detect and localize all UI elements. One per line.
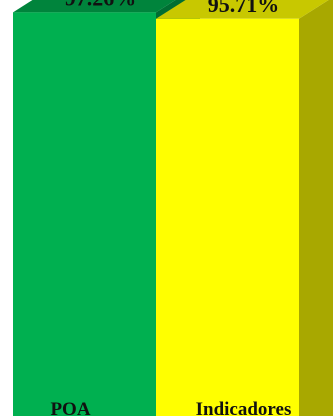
value-label-0: 97.26% bbox=[65, 0, 137, 10]
category-labels-group: POA Indicadores bbox=[50, 399, 291, 416]
bar-0-front-face bbox=[13, 12, 156, 416]
value-label-1: 95.71% bbox=[208, 0, 280, 17]
bar-1-side-face bbox=[299, 0, 333, 416]
category-label-0: POA bbox=[50, 399, 90, 416]
bars-group bbox=[13, 0, 333, 416]
category-label-1: Indicadores bbox=[196, 399, 292, 416]
bar-0-top-face bbox=[13, 0, 176, 13]
bar-1-top-face bbox=[156, 0, 329, 19]
value-labels-group: 97.26% 95.71% bbox=[65, 0, 280, 17]
bar-1-front-face bbox=[156, 18, 299, 416]
